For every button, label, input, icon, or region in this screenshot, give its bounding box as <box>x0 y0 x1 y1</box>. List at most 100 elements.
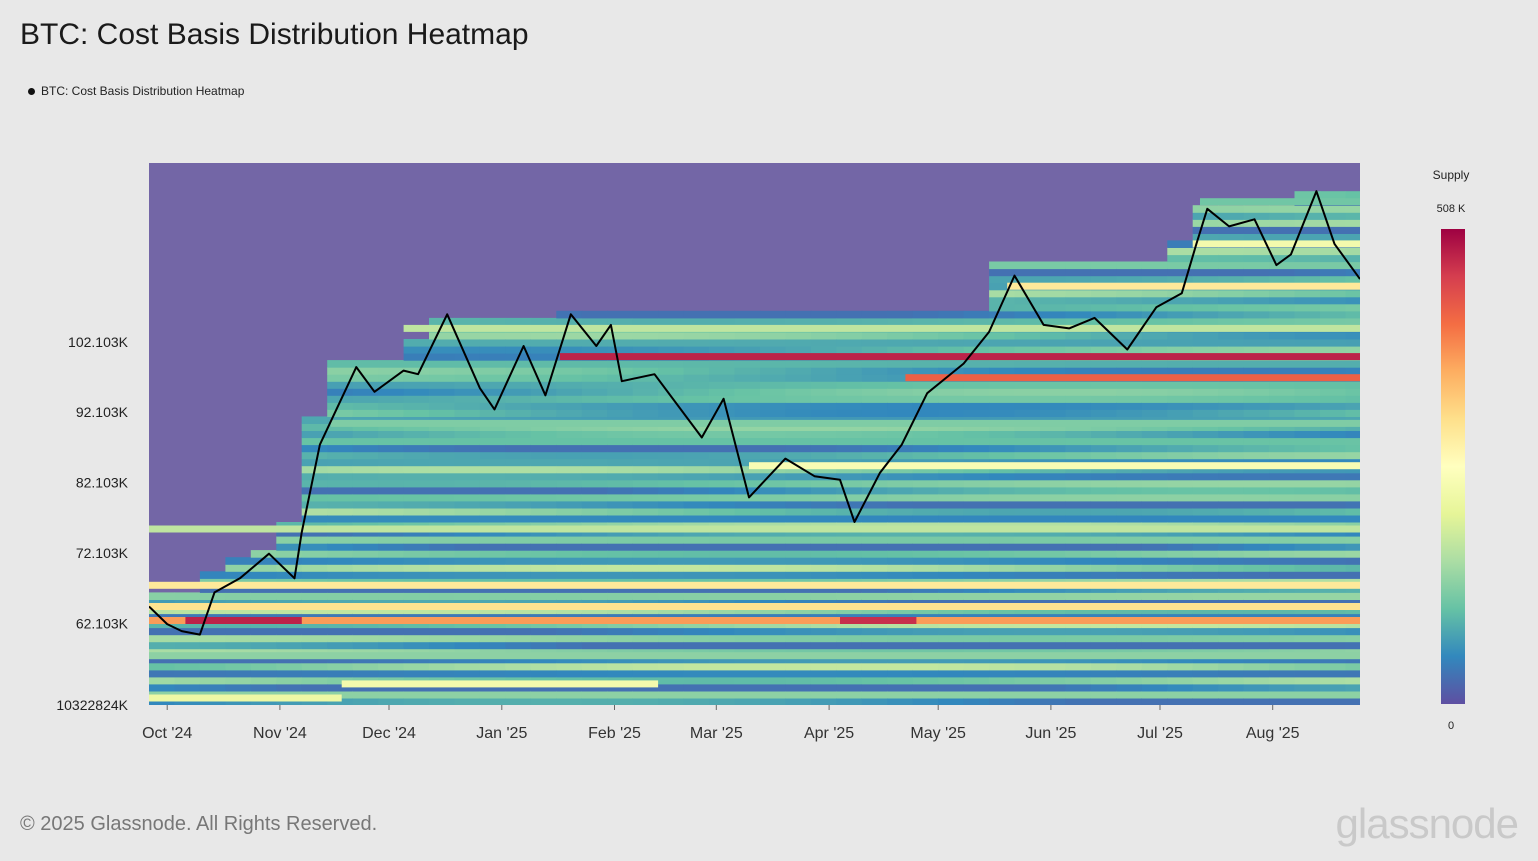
y-tick-label: 92.103K <box>76 404 129 420</box>
heatmap-cell <box>861 543 888 551</box>
heatmap-cell <box>505 514 532 523</box>
heatmap-cell <box>658 585 685 593</box>
heatmap-chart[interactable]: 102.103K92.103K82.103K72.103K62.103K1032… <box>0 0 1400 760</box>
heatmap-cell <box>1294 557 1321 565</box>
heatmap-cell <box>709 676 736 685</box>
heatmap-cell <box>836 543 863 551</box>
heatmap-cell <box>1141 261 1168 270</box>
heatmap-cell <box>556 550 583 558</box>
heatmap-cell <box>403 500 430 509</box>
supply-band <box>149 603 1360 610</box>
heatmap-cell <box>683 620 710 629</box>
heatmap-cell <box>556 655 583 664</box>
heatmap-cell <box>1040 536 1067 544</box>
x-tick-label: Aug '25 <box>1246 725 1300 742</box>
heatmap-cell <box>429 409 456 417</box>
heatmap-cell <box>1014 606 1041 615</box>
heatmap-cell <box>1065 676 1092 685</box>
heatmap-cell <box>429 381 456 389</box>
heatmap-cell <box>1243 402 1270 410</box>
heatmap-cell <box>760 655 787 664</box>
heatmap-cell <box>1014 557 1041 565</box>
heatmap-cell <box>1065 289 1092 298</box>
heatmap-cell <box>861 698 888 705</box>
heatmap-cell <box>709 592 736 600</box>
heatmap-cell <box>887 655 914 664</box>
heatmap-cell <box>1218 205 1245 213</box>
heatmap-cell <box>454 690 481 699</box>
heatmap-cell <box>785 395 812 403</box>
legend[interactable]: BTC: Cost Basis Distribution Heatmap <box>28 84 244 98</box>
heatmap-cell <box>429 317 456 326</box>
heatmap-cell <box>378 472 405 481</box>
heatmap-cell <box>861 669 888 678</box>
heatmap-cell <box>836 564 863 572</box>
heatmap-cell <box>327 465 354 474</box>
heatmap-cell <box>378 409 405 417</box>
heatmap-cell <box>785 529 812 537</box>
heatmap-cell <box>581 374 608 382</box>
heatmap-cell <box>530 507 557 516</box>
heatmap-cell <box>225 585 252 593</box>
heatmap-cell <box>581 388 608 396</box>
heatmap-cell <box>658 676 685 685</box>
heatmap-cell <box>963 690 990 699</box>
heatmap-cell <box>1218 698 1245 705</box>
heatmap-cell <box>454 346 481 354</box>
heatmap-cell <box>1065 585 1092 593</box>
heatmap-cell <box>1243 465 1270 474</box>
heatmap-cell <box>1243 268 1270 277</box>
heatmap-cell <box>1141 500 1168 509</box>
heatmap-cell <box>479 451 506 460</box>
heatmap-cell <box>1014 472 1041 481</box>
heatmap-cell <box>963 592 990 600</box>
heatmap-cell <box>301 543 328 551</box>
heatmap-cell <box>810 507 837 516</box>
heatmap-cell <box>530 409 557 417</box>
heatmap-cell <box>1269 395 1296 403</box>
heatmap-cell <box>1294 275 1321 284</box>
heatmap-cell <box>1243 303 1270 312</box>
heatmap-cell <box>199 676 226 685</box>
heatmap-cell <box>683 543 710 551</box>
heatmap-cell <box>1065 381 1092 389</box>
heatmap-cell <box>1320 662 1347 671</box>
heatmap-cell <box>1116 268 1143 277</box>
heatmap-cell <box>556 634 583 643</box>
heatmap-cell <box>1167 402 1194 410</box>
heatmap-cell <box>1294 655 1321 664</box>
heatmap-cell <box>963 479 990 488</box>
heatmap-cell <box>378 564 405 572</box>
heatmap-cell <box>887 662 914 671</box>
heatmap-cell <box>556 620 583 629</box>
heatmap-cell <box>683 486 710 495</box>
heatmap-cell <box>938 472 965 481</box>
heatmap-cell <box>607 690 634 699</box>
heatmap-cell <box>1320 620 1347 629</box>
heatmap-cell <box>760 676 787 685</box>
heatmap-cell <box>1243 339 1270 347</box>
heatmap-cell <box>1192 465 1219 474</box>
heatmap-cell <box>683 571 710 579</box>
heatmap-cell <box>1345 254 1360 263</box>
heatmap-cell <box>530 669 557 678</box>
heatmap-cell <box>683 698 710 705</box>
heatmap-cell <box>1090 529 1117 537</box>
heatmap-cell <box>1167 268 1194 277</box>
heatmap-cell <box>861 346 888 354</box>
heatmap-cell <box>1116 437 1143 446</box>
heatmap-cell <box>1040 317 1067 326</box>
heatmap-cell <box>530 550 557 558</box>
heatmap-cell <box>352 374 379 382</box>
heatmap-cell <box>887 514 914 523</box>
heatmap-cell <box>810 444 837 453</box>
y-tick-label: 102.103K <box>68 334 129 350</box>
heatmap-cell <box>530 585 557 593</box>
heatmap-cell <box>989 360 1016 368</box>
heatmap-cell <box>1040 451 1067 460</box>
heatmap-cell <box>429 690 456 699</box>
heatmap-cell <box>683 514 710 523</box>
heatmap-cell <box>1040 296 1067 305</box>
heatmap-cell <box>1040 557 1067 565</box>
heatmap-cell <box>836 620 863 629</box>
